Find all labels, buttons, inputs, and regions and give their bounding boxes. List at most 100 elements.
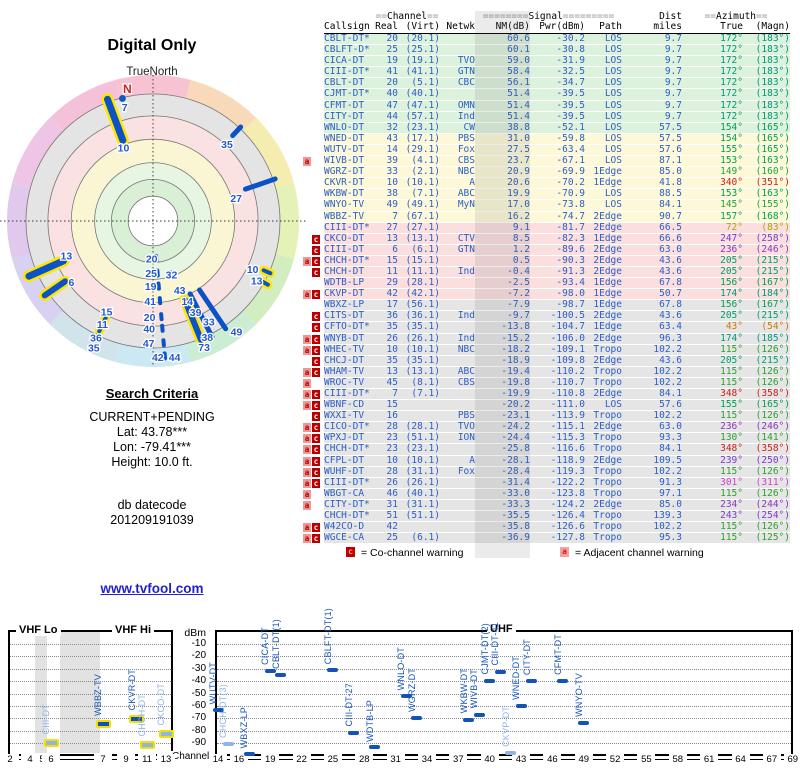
co-channel-warning-badge: c: [312, 312, 320, 322]
channel-tick: 9: [117, 754, 135, 765]
signal-marker: [264, 669, 276, 674]
cell-pwr: -116.6: [550, 443, 585, 455]
cell-azimuth-true: 236°: [720, 243, 743, 255]
cell-pwr: -123.8: [550, 487, 585, 499]
table-row: a CITY-DT* 31 (31.1) -33.3 -124.2 2Edge 85.0 234…: [303, 498, 790, 512]
signal-label: WKBW-DT: [458, 668, 469, 714]
cell-path: 2Edge: [593, 498, 622, 510]
cell-callsign: WROC-TV: [324, 376, 365, 388]
signal-label: WUTV-DT: [208, 661, 218, 705]
cell-pwr: -93.4: [556, 277, 585, 289]
cell-path: Tropo: [593, 476, 622, 488]
cell-callsign: CHCH-DT*: [324, 443, 370, 455]
cell-pwr: -30.2: [556, 33, 585, 44]
cell-azimuth-magn: (165°): [755, 399, 790, 411]
cell-nm: 56.1: [507, 77, 530, 89]
cell-netwk: Ind: [457, 310, 475, 322]
cell-azimuth-magn: (246°): [755, 243, 790, 255]
search-lon: Lon: -79.41***: [113, 440, 191, 454]
table-row: WGRZ-DT 33 (2.1) NBC 20.9 -69.9 1Edge 85.0 149° (…: [324, 167, 790, 179]
cell-pwr: -89.6: [556, 243, 585, 255]
cell-azimuth-magn: (165°): [755, 143, 790, 155]
cell-real: 51: [386, 510, 398, 522]
cell-miles: 43.6: [659, 265, 682, 277]
cell-real: 23: [386, 443, 398, 455]
cell-callsign: WIVB-DT: [324, 155, 365, 167]
cell-real: 38: [386, 188, 398, 200]
channel-tick: 69: [783, 754, 800, 765]
co-channel-warning-badge: c: [312, 290, 320, 300]
cell-netwk: NBC: [457, 343, 475, 355]
adjacent-channel-warning-text: = Adjacent channel warning: [575, 547, 704, 559]
cell-miles: 90.7: [659, 210, 682, 222]
channel-tick: 6: [42, 754, 60, 765]
cell-azimuth-true: 115°: [720, 465, 743, 477]
dist-group-header: Dist: [659, 11, 682, 22]
cell-azimuth-magn: (254°): [755, 510, 790, 522]
cell-azimuth-true: 348°: [720, 443, 743, 455]
radar-bar: [25, 257, 68, 280]
cell-virt: (8.1): [411, 376, 440, 388]
cell-netwk: Fox: [457, 143, 475, 155]
cell-azimuth-true: 115°: [720, 532, 743, 544]
radar-channel-label: 32: [166, 269, 178, 281]
adjacent-warning-badge: a: [303, 290, 311, 300]
cell-pwr: -124.2: [550, 498, 585, 510]
cell-virt: (7.1): [411, 188, 440, 200]
cell-pwr: -119.3: [550, 465, 585, 477]
cell-virt: (28.1): [405, 421, 440, 433]
table-row: a c CICO-DT* 28 (28.1) TVO -24.2 -115.1 2Edge 63.…: [303, 421, 790, 434]
cell-azimuth-magn: (126°): [755, 376, 790, 388]
cell-pwr: -39.5: [556, 88, 585, 100]
cell-miles: 50.7: [659, 288, 682, 300]
table-row: CBLFT-D* 25 (25.1) 60.1 -30.8 LOS 9.7 172° (183°…: [324, 45, 790, 57]
adjacent-warning-badge: a: [303, 456, 311, 466]
channel-tick: 31: [386, 754, 405, 765]
cell-path: Tropo: [593, 521, 622, 533]
cell-real: 17: [386, 299, 398, 311]
cell-azimuth-magn: (141°): [755, 432, 790, 444]
signal-marker: [275, 672, 287, 677]
cell-azimuth-true: 301°: [720, 476, 743, 488]
cell-callsign: WBNF-CD: [324, 399, 365, 411]
adjacent-warning-badge: a: [303, 367, 311, 377]
cell-miles: 57.6: [659, 399, 682, 411]
cell-real: 46: [386, 487, 398, 499]
table-row: a WIVB-DT 39 (4.1) CBS 23.7 -67.1 LOS 87.1 153° (1…: [303, 155, 790, 168]
cell-callsign: CFMT-DT: [324, 99, 365, 111]
radar-channel-label: 13: [61, 251, 73, 263]
cell-callsign: CICA-DT: [324, 55, 365, 67]
cell-real: 29: [386, 277, 398, 289]
cell-nm: -31.4: [501, 476, 530, 488]
cell-azimuth-true: 236°: [720, 421, 743, 433]
cell-azimuth-true: 115°: [720, 410, 743, 422]
adjacent-warning-badge: a: [303, 390, 311, 399]
y-tick-label: -80: [191, 724, 206, 736]
cell-netwk: ABC: [457, 365, 475, 377]
spectrum-gap-stripe: [35, 632, 47, 753]
cell-pwr: -59.8: [556, 132, 585, 144]
cell-miles: 96.3: [659, 332, 682, 344]
tvfool-link[interactable]: www.tvfool.com: [100, 581, 204, 596]
cell-azimuth-true: 205°: [720, 265, 743, 277]
cell-miles: 63.0: [659, 421, 682, 433]
cell-callsign: WNYO-TV: [324, 199, 365, 211]
channel-axis-title: Channel: [170, 751, 212, 762]
cell-real: 15: [386, 399, 398, 411]
cell-azimuth-true: 348°: [720, 388, 743, 399]
co-channel-warning-badge: c: [312, 390, 320, 399]
cell-real: 11: [386, 265, 398, 277]
radar-channel-label: 38: [201, 332, 213, 344]
cell-path: 2Edge: [593, 332, 622, 344]
cell-azimuth-true: 172°: [720, 99, 743, 111]
cell-virt: (7.1): [411, 388, 440, 399]
cell-virt: (41.1): [405, 66, 440, 78]
radar-bar: [103, 95, 127, 144]
cell-callsign: CHCH-DT: [324, 265, 365, 277]
co-channel-warning-badge: c: [312, 323, 320, 333]
cell-path: 2Edge: [593, 265, 622, 277]
db-datecode-value: 201209191039: [110, 513, 194, 527]
vhf-panel: [8, 630, 173, 756]
cell-miles: 67.8: [659, 277, 682, 289]
cell-path: 1Edge: [593, 232, 622, 244]
